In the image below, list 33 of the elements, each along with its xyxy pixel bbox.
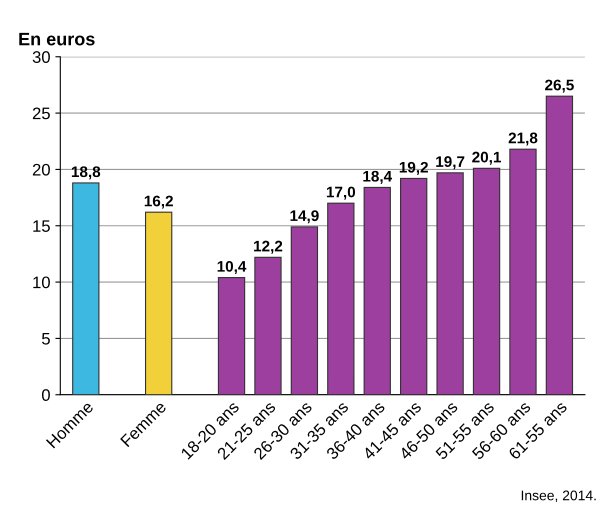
bar: [72, 182, 100, 395]
data-label: 10,4: [218, 260, 246, 274]
y-tick-label: 20: [32, 164, 50, 176]
bar: [254, 256, 282, 395]
text: Insee, 2014.: [522, 490, 596, 502]
bar: [144, 212, 172, 395]
bar: [509, 148, 537, 395]
data-label: 21,8: [508, 132, 538, 146]
y-tick-label: 10: [33, 276, 50, 288]
data-label: 19,2: [400, 162, 428, 175]
bar: [364, 186, 391, 395]
bar: [327, 202, 354, 395]
y-tick-label: 25: [32, 107, 50, 120]
bar: [546, 96, 574, 395]
bar: [218, 277, 246, 395]
data-label: 20,1: [472, 152, 501, 165]
data-label: 14,9: [290, 210, 319, 224]
data-label: 17,0: [326, 186, 356, 200]
data-label: 12,2: [254, 240, 282, 254]
y-axis-title: En euros: [19, 32, 95, 46]
bar: [472, 168, 500, 395]
bar: [290, 226, 318, 395]
y-tick-label: 0: [42, 389, 50, 401]
data-label: 26,5: [545, 80, 574, 93]
bar: [400, 178, 428, 395]
y-tick-label: 5: [42, 332, 50, 345]
data-label: 18,4: [363, 170, 392, 184]
data-label: 18,8: [72, 166, 100, 180]
data-label: 16,2: [144, 196, 173, 209]
bar: [436, 172, 464, 395]
y-tick-label: 30: [32, 51, 50, 63]
data-label: 19,7: [436, 156, 464, 170]
y-tick-label: 15: [33, 220, 50, 232]
